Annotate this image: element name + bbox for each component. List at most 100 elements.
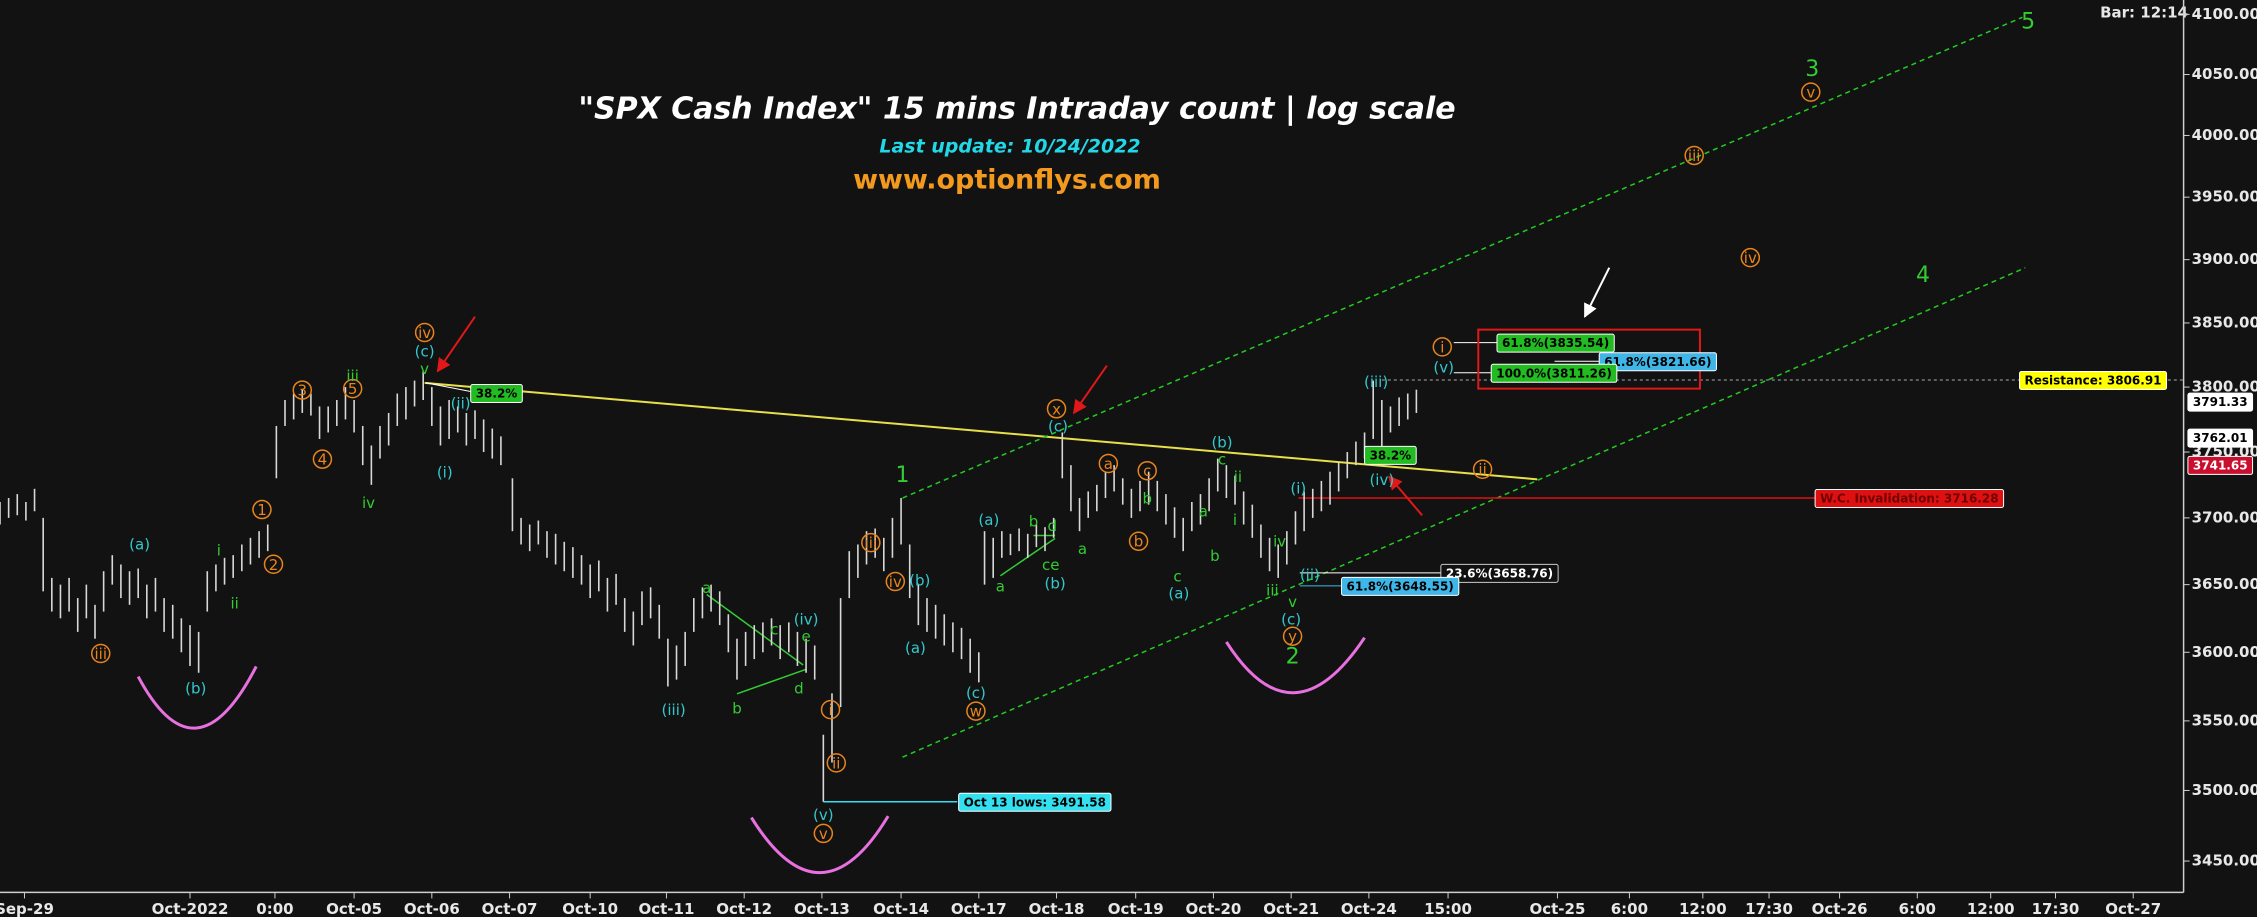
wave-label: a — [1104, 455, 1113, 473]
x-tick-label: Oct-19 — [1108, 900, 1164, 917]
wave-label: (ii) — [451, 395, 471, 413]
x-tick-label: Oct-13 — [794, 900, 850, 917]
wave-label: 5 — [348, 380, 358, 398]
arc — [750, 815, 890, 874]
wave-label: iii — [95, 645, 108, 663]
arrow — [1072, 365, 1108, 415]
x-tick-label: Oct-12 — [716, 900, 772, 917]
x-tick-label: 17:30 — [1745, 900, 1793, 917]
x-tick-label: 0:00 — [256, 900, 293, 917]
wave-label: (iii) — [1364, 373, 1388, 391]
wave-circle — [292, 380, 313, 400]
chart-title: "SPX Cash Index" 15 mins Intraday count … — [578, 92, 1455, 127]
annotation-line — [902, 267, 2026, 758]
wave-label: v — [420, 360, 429, 378]
arrow — [1583, 267, 1611, 318]
y-tick-label: 3650.00 — [2192, 575, 2257, 593]
label-box-bg — [1490, 363, 1618, 383]
wave-circle — [263, 554, 284, 574]
label-box: 61.8%(3648.55) — [1341, 576, 1460, 596]
wave-label: (iii) — [662, 701, 686, 719]
wave-label: (b) — [1211, 433, 1232, 451]
wave-label: i — [828, 701, 832, 719]
wave-label: ce — [1042, 556, 1059, 574]
label-box-bg — [1814, 489, 2005, 509]
wave-label: (ii) — [1300, 566, 1320, 584]
wave-label: ii — [230, 595, 238, 613]
wave-label: v — [819, 825, 828, 843]
wave-circle — [91, 643, 111, 664]
wave-label: (b) — [185, 680, 206, 698]
wave-label: (c) — [966, 684, 986, 702]
x-tick-label: 12:00 — [1679, 900, 1727, 917]
annotation-line — [424, 381, 1538, 481]
label-box: 3741.65 — [2187, 455, 2254, 475]
wave-label: (iv) — [1369, 471, 1394, 489]
wave-label: (c) — [1281, 610, 1301, 628]
label-box: 3762.01 — [2187, 428, 2254, 448]
wave-circle — [1282, 626, 1303, 646]
wave-label: y — [1288, 628, 1297, 646]
wave-label: (c) — [415, 343, 435, 361]
wave-circle — [1137, 460, 1157, 481]
label-box-bg — [1341, 576, 1460, 596]
label-box-bg — [2187, 392, 2254, 412]
wave-label: 3 — [298, 382, 308, 400]
wave-label: (a) — [1168, 585, 1189, 603]
wave-label: (a) — [905, 639, 926, 657]
wave-label: e — [801, 628, 810, 646]
y-tick-label: 3850.00 — [2192, 313, 2257, 331]
wave-label: i — [217, 541, 221, 559]
x-tick-label: Oct-20 — [1185, 900, 1241, 917]
x-tick-label: Oct-11 — [638, 900, 694, 917]
wave-label: a — [996, 577, 1005, 595]
y-tick-label: 3550.00 — [2192, 711, 2257, 729]
label-box-text: 38.2% — [476, 386, 518, 400]
label-box-bg — [1440, 563, 1559, 583]
x-tick-label: 6:00 — [1611, 900, 1648, 917]
x-tick-label: Oct-25 — [1529, 900, 1585, 917]
x-tick-label: Oct-26 — [1812, 900, 1868, 917]
wave-label: iv — [418, 324, 431, 342]
wave-circle — [966, 701, 986, 721]
y-tick-label: 4100.00 — [2192, 5, 2257, 23]
wave-label: b — [732, 700, 742, 718]
wave-label: 1 — [896, 463, 910, 488]
label-box-text: 3791.33 — [2193, 395, 2248, 409]
wave-label: a — [702, 579, 711, 597]
wave-label: d — [794, 680, 804, 698]
label-box: W.C. Invalidation: 3716.28 — [1814, 489, 2005, 509]
label-box-text: 23.6%(3658.76) — [1446, 566, 1553, 580]
x-tick-label: Oct-06 — [404, 900, 460, 917]
wave-label: (v) — [813, 806, 834, 824]
wave-circle — [414, 322, 435, 343]
wave-label: b — [1142, 490, 1152, 508]
wave-label: i — [1233, 511, 1237, 529]
wave-circle — [1128, 531, 1149, 551]
annotation-line — [425, 382, 471, 393]
wave-circle — [1801, 82, 1821, 102]
wave-label: iii — [1266, 582, 1279, 600]
label-box-bg — [1496, 333, 1615, 353]
wave-label: b — [1029, 513, 1039, 531]
wave-label: iv — [362, 494, 375, 512]
arc — [136, 665, 258, 730]
wave-label: 4 — [318, 451, 328, 469]
wave-label: ii — [1478, 461, 1486, 479]
label-box-text: Resistance: 3806.91 — [2024, 374, 2161, 388]
label-box: 3791.33 — [2187, 392, 2254, 412]
wave-label: 4 — [1916, 263, 1930, 288]
wave-circle — [1432, 337, 1453, 357]
label-box-text: 3762.01 — [2193, 431, 2248, 445]
wave-label: iv — [889, 573, 902, 591]
wave-label: b — [1134, 533, 1144, 551]
x-tick-label: Oct-10 — [562, 900, 618, 917]
label-box-bg — [1598, 352, 1717, 372]
y-tick-label: 3900.00 — [2192, 250, 2257, 268]
x-tick-label: 15:00 — [1424, 900, 1472, 917]
arc — [1225, 636, 1366, 695]
wave-label: (i) — [437, 464, 453, 482]
y-tick-label: 3500.00 — [2192, 781, 2257, 799]
label-box-text: 3741.65 — [2193, 458, 2248, 472]
wave-label: (b) — [909, 572, 930, 590]
